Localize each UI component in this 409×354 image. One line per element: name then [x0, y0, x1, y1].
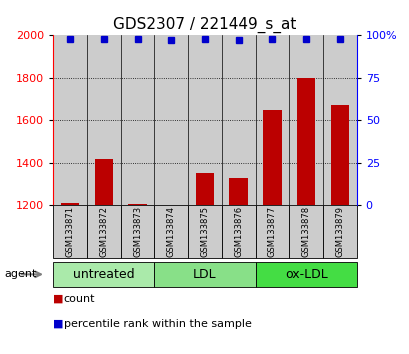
FancyBboxPatch shape — [289, 205, 322, 258]
Text: untreated: untreated — [73, 268, 134, 281]
Text: ■: ■ — [53, 319, 64, 329]
Bar — [322, 35, 356, 205]
Bar — [87, 35, 120, 205]
FancyBboxPatch shape — [154, 205, 188, 258]
FancyBboxPatch shape — [255, 262, 356, 287]
Bar — [229, 178, 247, 205]
Text: count: count — [63, 294, 95, 304]
Text: ox-LDL: ox-LDL — [284, 268, 327, 281]
Text: GSM133874: GSM133874 — [166, 206, 175, 257]
Text: LDL: LDL — [193, 268, 216, 281]
Bar — [195, 173, 214, 205]
Bar — [128, 204, 146, 205]
Bar — [330, 105, 348, 205]
Text: GSM133877: GSM133877 — [267, 206, 276, 257]
Bar — [221, 35, 255, 205]
FancyBboxPatch shape — [87, 205, 120, 258]
FancyBboxPatch shape — [154, 262, 255, 287]
Text: percentile rank within the sample: percentile rank within the sample — [63, 319, 251, 329]
Text: GSM133873: GSM133873 — [133, 206, 142, 257]
Text: GSM133872: GSM133872 — [99, 206, 108, 257]
Text: GSM133879: GSM133879 — [335, 206, 344, 257]
FancyBboxPatch shape — [188, 205, 221, 258]
Bar — [94, 159, 113, 205]
Bar — [188, 35, 221, 205]
Bar — [263, 110, 281, 205]
Bar — [154, 35, 188, 205]
FancyBboxPatch shape — [322, 205, 356, 258]
Title: GDS2307 / 221449_s_at: GDS2307 / 221449_s_at — [113, 16, 296, 33]
FancyBboxPatch shape — [221, 205, 255, 258]
Bar — [53, 35, 87, 205]
Text: agent: agent — [4, 269, 36, 279]
FancyBboxPatch shape — [53, 205, 87, 258]
FancyBboxPatch shape — [255, 205, 289, 258]
Bar — [61, 203, 79, 205]
Text: GSM133871: GSM133871 — [65, 206, 74, 257]
Bar — [289, 35, 322, 205]
Bar — [120, 35, 154, 205]
FancyBboxPatch shape — [53, 262, 154, 287]
Text: GSM133875: GSM133875 — [200, 206, 209, 257]
Bar — [296, 78, 315, 205]
Text: GSM133876: GSM133876 — [234, 206, 243, 257]
Bar — [162, 205, 180, 206]
Bar — [255, 35, 289, 205]
FancyBboxPatch shape — [120, 205, 154, 258]
Text: GSM133878: GSM133878 — [301, 206, 310, 257]
Text: ■: ■ — [53, 294, 64, 304]
